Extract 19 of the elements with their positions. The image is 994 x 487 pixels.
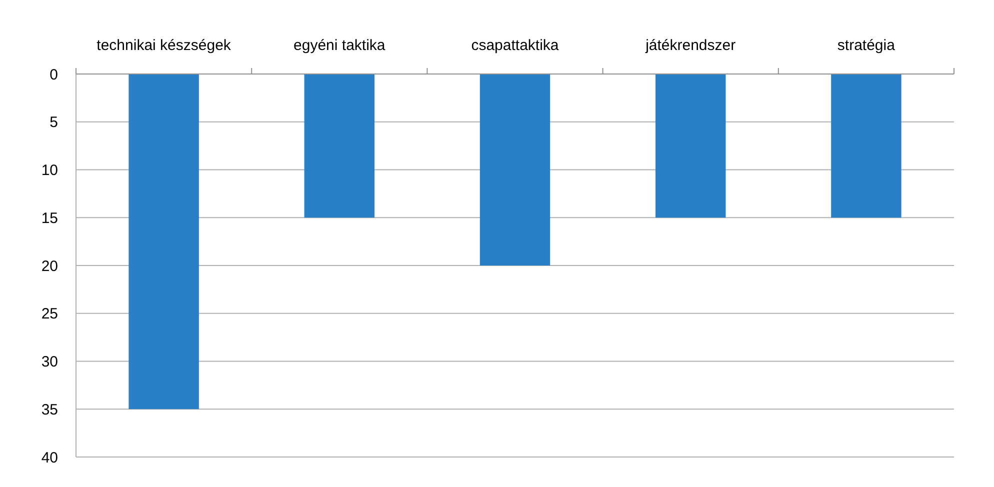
y-tick-label: 25 xyxy=(41,306,58,323)
y-tick-label: 0 xyxy=(50,66,58,84)
x-tick-label: csapattaktika xyxy=(471,37,560,54)
y-tick-label: 10 xyxy=(41,162,58,179)
bar xyxy=(128,74,199,410)
bar xyxy=(655,74,726,218)
x-tick-label: technikai készségek xyxy=(96,37,232,54)
bar xyxy=(480,74,550,266)
x-tick-label: egyéni taktika xyxy=(294,37,386,54)
bar xyxy=(304,74,375,218)
y-tick-label: 35 xyxy=(41,401,58,418)
y-tick-label: 15 xyxy=(41,210,58,227)
x-tick-label: játékrendszer xyxy=(644,37,736,54)
y-tick-label: 30 xyxy=(41,354,58,370)
y-tick-label: 40 xyxy=(41,449,58,466)
bar xyxy=(831,74,902,218)
y-tick-label: 5 xyxy=(50,114,58,132)
x-tick-label: stratégia xyxy=(837,37,896,54)
y-tick-label: 20 xyxy=(41,258,58,275)
